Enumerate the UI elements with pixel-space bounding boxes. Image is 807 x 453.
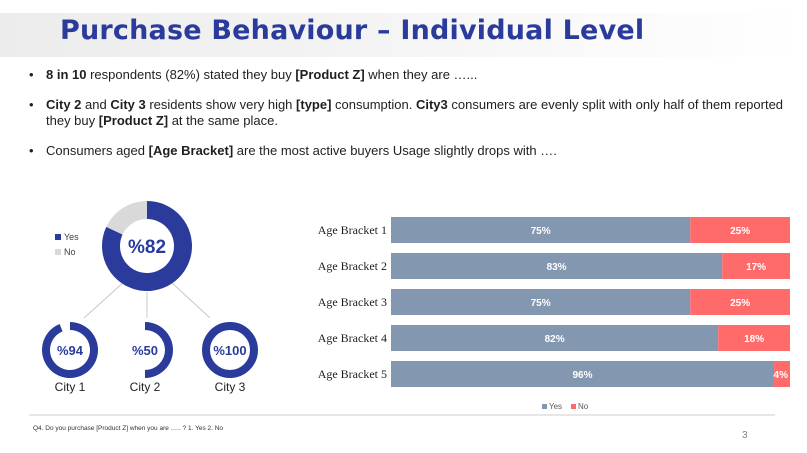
city-donut-no-slice xyxy=(59,322,70,332)
donut-legend-swatch xyxy=(55,249,61,255)
bar-category-label: Age Bracket 4 xyxy=(318,331,387,345)
donut-legend-label: No xyxy=(64,247,76,257)
bar-segment-yes xyxy=(391,217,691,243)
bar-segment-no xyxy=(718,325,790,351)
bar-data-label: 25% xyxy=(730,298,750,309)
bullet-item: City 2 and City 3 residents show very hi… xyxy=(29,97,789,129)
bar-legend-label: Yes xyxy=(549,402,562,411)
city-label: City 2 xyxy=(130,380,161,394)
donut-legend-label: Yes xyxy=(64,232,79,242)
bar-segment-no xyxy=(722,253,790,279)
page-number: 3 xyxy=(742,430,748,441)
donut-legend-swatch xyxy=(55,234,61,240)
age-bracket-bar-chart: Age Bracket 1 75% 25% Age Bracket 2 83% 17% Ag… xyxy=(29,217,790,416)
bar-data-label: 17% xyxy=(746,262,766,273)
bar-data-label: 75% xyxy=(531,226,551,237)
bullet-emphasis: City 2 xyxy=(46,97,82,112)
bar-segment-no xyxy=(690,217,790,243)
title-band xyxy=(0,13,807,57)
city-donut-center-label: %50 xyxy=(132,343,158,358)
bullet-text: at the same place. xyxy=(168,113,278,128)
bullet-text: respondents (82%) stated they buy xyxy=(86,67,296,82)
bullet-emphasis: [Age Bracket] xyxy=(148,143,234,158)
city-donut-yes-slice xyxy=(202,322,258,378)
bullet-emphasis: City 3 xyxy=(110,97,146,112)
bar-data-label: 82% xyxy=(545,334,565,345)
bar-segment-yes xyxy=(391,253,723,279)
bullet-text: Consumers aged xyxy=(46,143,149,158)
bullet-text: residents show very high xyxy=(145,97,297,112)
bullet-emphasis: [Product Z] xyxy=(98,113,169,128)
bar-segment-no xyxy=(690,289,790,315)
bar-data-label: 83% xyxy=(547,262,567,273)
connector-line xyxy=(83,280,126,319)
bullet-item: 8 in 10 respondents (82%) stated they bu… xyxy=(29,67,789,83)
page-title: Purchase Behaviour – Individual Level xyxy=(60,15,645,46)
bar-legend-label: No xyxy=(578,402,589,411)
donut-charts: %82 Yes No %94 City 1 %50 City 2 %100 City 3 xyxy=(41,201,258,394)
bar-data-label: 75% xyxy=(531,298,551,309)
bullet-list: 8 in 10 respondents (82%) stated they bu… xyxy=(29,67,789,173)
connector-line xyxy=(169,280,211,319)
footnote: Q4. Do you purchase [Product Z] when you… xyxy=(33,425,224,432)
bar-segment-yes xyxy=(391,361,775,387)
bar-data-label: 96% xyxy=(573,370,593,381)
bullet-text: and xyxy=(81,97,111,112)
bullet-emphasis: [type] xyxy=(296,97,332,112)
city-donut-center-label: %100 xyxy=(213,343,246,358)
bar-data-label: 18% xyxy=(744,334,764,345)
city-label: City 1 xyxy=(55,380,86,394)
bar-segment-no xyxy=(774,361,790,387)
bar-segment-yes xyxy=(391,289,691,315)
city-donut-center-label: %94 xyxy=(57,343,84,358)
bar-category-label: Age Bracket 1 xyxy=(318,223,387,237)
bar-category-label: Age Bracket 2 xyxy=(318,259,387,273)
bar-category-label: Age Bracket 3 xyxy=(318,295,387,309)
main-donut-no-slice xyxy=(106,201,147,235)
bar-category-label: Age Bracket 5 xyxy=(318,367,387,381)
city-donut-yes-slice xyxy=(145,322,173,378)
bullet-item: Consumers aged [Age Bracket] are the mos… xyxy=(29,143,789,159)
bullet-text: when they are …... xyxy=(364,67,478,82)
bullet-emphasis: City3 xyxy=(415,97,448,112)
bullet-text: consumers are evenly split with only hal… xyxy=(46,97,784,128)
bullet-emphasis: 8 in 10 xyxy=(46,67,87,82)
main-donut-yes-slice xyxy=(102,201,193,291)
bar-legend-swatch xyxy=(542,404,547,409)
bar-data-label: 25% xyxy=(730,226,750,237)
bar-legend-swatch xyxy=(571,404,576,409)
city-donut-no-slice xyxy=(117,322,145,378)
bullet-emphasis: [Product Z] xyxy=(295,67,365,82)
main-donut-center-label: %82 xyxy=(128,237,166,258)
bullet-text: are the most active buyers Usage slightl… xyxy=(233,143,557,158)
bar-data-label: 4% xyxy=(774,370,789,381)
city-label: City 3 xyxy=(215,380,246,394)
bar-segment-yes xyxy=(391,325,719,351)
bullet-text: consumption. xyxy=(331,97,416,112)
